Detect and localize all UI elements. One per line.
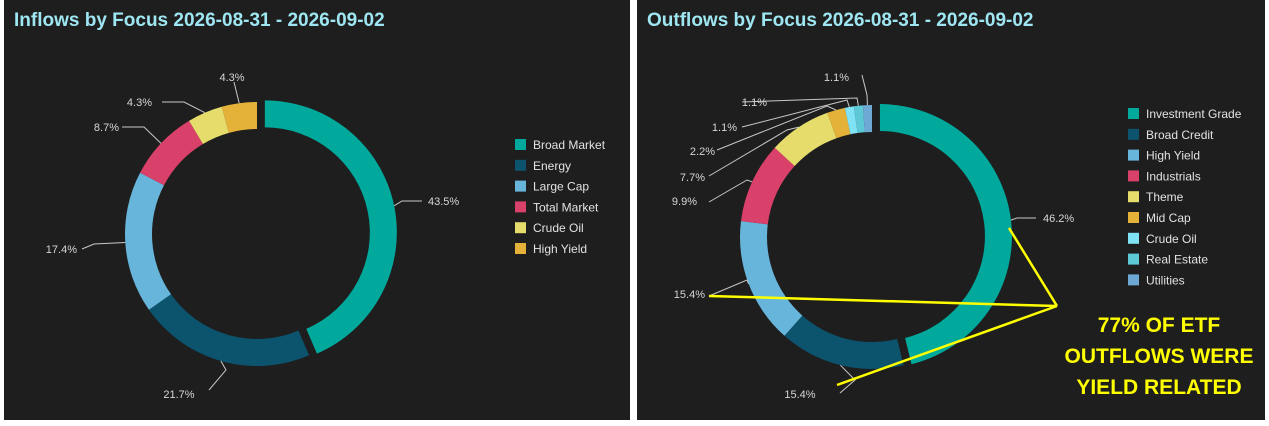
leader-line-total-market <box>122 126 162 144</box>
legend-item-broad-credit[interactable]: Broad Credit <box>1146 128 1214 142</box>
leader-line-mid-cap <box>716 105 837 151</box>
annotation-text-line: YIELD RELATED <box>1076 376 1241 399</box>
legend-swatch-energy <box>515 159 526 171</box>
legend-swatch-broad-credit <box>1128 128 1139 140</box>
legend-swatch-industrials <box>1128 170 1139 182</box>
legend-item-large-cap[interactable]: Large Cap <box>533 180 589 194</box>
legend-item-industrials[interactable]: Industrials <box>1146 169 1201 183</box>
data-label-real-estate: 1.1% <box>742 97 767 109</box>
slice-mid-cap <box>827 107 851 139</box>
legend-item-energy[interactable]: Energy <box>533 159 571 173</box>
data-label-large-cap: 17.4% <box>46 244 77 256</box>
slice-large-cap <box>125 172 172 310</box>
inflows-donut-chart: 43.5% 21.7% 17.4% 8.7% 4.3% 4.3% Broad Market E… <box>46 72 606 401</box>
data-label-industrials: 9.9% <box>672 196 697 208</box>
data-label-broad-market: 43.5% <box>428 196 459 208</box>
slice-crude-oil <box>844 106 858 135</box>
legend-item-theme[interactable]: Theme <box>1146 190 1184 204</box>
slice-broad-market <box>264 100 397 354</box>
leader-line-crude-oil <box>162 101 206 114</box>
leader-line-broad-market <box>393 200 422 207</box>
slice-real-estate <box>853 105 865 133</box>
legend-swatch-investment-grade <box>1128 108 1139 119</box>
legend-item-high-yield[interactable]: High Yield <box>1146 149 1200 163</box>
legend-swatch-high-yield <box>1128 149 1139 161</box>
legend-item-high-yield[interactable]: High Yield <box>533 242 587 256</box>
outflows-panel: Outflows by Focus 2026-08-31 - 2026-09-0… <box>637 0 1265 420</box>
data-label-crude-oil: 1.1% <box>712 122 737 134</box>
leader-line-industrials <box>708 179 753 203</box>
slice-broad-credit <box>784 315 904 369</box>
legend-item-broad-market[interactable]: Broad Market <box>533 138 606 152</box>
legend-swatch-high-yield <box>515 243 526 254</box>
data-label-crude-oil: 4.3% <box>127 97 152 109</box>
legend-item-mid-cap[interactable]: Mid Cap <box>1146 211 1191 225</box>
slice-theme <box>774 112 837 167</box>
slice-total-market <box>140 120 203 186</box>
leader-line-theme <box>708 126 800 177</box>
data-label-high-yield: 4.3% <box>219 72 244 84</box>
leader-line-utilities <box>861 74 868 106</box>
legend-item-investment-grade[interactable]: Investment Grade <box>1146 107 1242 121</box>
legend-swatch-large-cap <box>515 180 526 192</box>
leader-line-crude-oil <box>741 99 850 128</box>
outflows-donut-chart: 46.2% 15.4% 15.4% 9.9% 7.7% 2.2% 1.1% 1.1% 1.1% I… <box>672 72 1254 401</box>
leader-line-investment-grade <box>1010 217 1036 221</box>
legend-swatch-mid-cap <box>1128 212 1139 223</box>
leader-line-real-estate <box>741 97 859 106</box>
inflows-panel: Inflows by Focus 2026-08-31 - 2026-09-02… <box>4 0 630 420</box>
legend-item-utilities[interactable]: Utilities <box>1146 273 1185 287</box>
outflows-chart-title: Outflows by Focus 2026-08-31 - 2026-09-0… <box>647 10 1034 31</box>
slice-high-yield <box>221 102 257 133</box>
slice-energy <box>148 294 310 367</box>
legend-item-crude-oil[interactable]: Crude Oil <box>1146 232 1197 246</box>
legend-swatch-utilities <box>1128 274 1139 286</box>
legend-swatch-theme <box>1128 191 1139 203</box>
legend-swatch-crude-oil <box>515 222 526 234</box>
legend-swatch-crude-oil <box>1128 232 1139 244</box>
annotation-pointer-line <box>708 294 1058 308</box>
data-label-energy: 21.7% <box>163 389 194 401</box>
data-label-total-market: 8.7% <box>94 122 119 134</box>
slice-utilities <box>862 105 872 133</box>
legend-item-real-estate[interactable]: Real Estate <box>1146 253 1208 267</box>
leader-line-high-yield <box>233 81 240 104</box>
legend-swatch-total-market <box>515 201 526 213</box>
legend-swatch-broad-market <box>515 139 526 150</box>
data-label-utilities: 1.1% <box>824 72 849 84</box>
data-label-broad-credit: 15.4% <box>784 389 815 401</box>
legend-item-crude-oil[interactable]: Crude Oil <box>533 221 584 235</box>
slice-industrials <box>740 147 795 225</box>
annotation-text-line: 77% OF ETF <box>1098 314 1221 337</box>
legend-item-total-market[interactable]: Total Market <box>533 200 599 214</box>
data-label-high-yield: 15.4% <box>674 289 705 301</box>
annotation-text-line: OUTFLOWS WERE <box>1065 345 1254 368</box>
slice-investment-grade <box>879 104 1012 365</box>
data-label-mid-cap: 2.2% <box>690 146 715 158</box>
inflows-chart-title: Inflows by Focus 2026-08-31 - 2026-09-02 <box>14 10 385 31</box>
leader-line-large-cap <box>81 242 126 250</box>
leader-line-high-yield <box>708 279 750 297</box>
leader-line-energy <box>208 360 227 391</box>
annotation-pointer-line <box>1007 227 1059 307</box>
data-label-investment-grade: 46.2% <box>1043 213 1074 225</box>
slice-high-yield <box>740 221 803 336</box>
slice-crude-oil <box>189 106 229 144</box>
annotation-pointer-line <box>836 304 1058 387</box>
data-label-theme: 7.7% <box>680 172 705 184</box>
leader-line-broad-credit <box>839 364 856 394</box>
legend-swatch-real-estate <box>1128 253 1139 265</box>
